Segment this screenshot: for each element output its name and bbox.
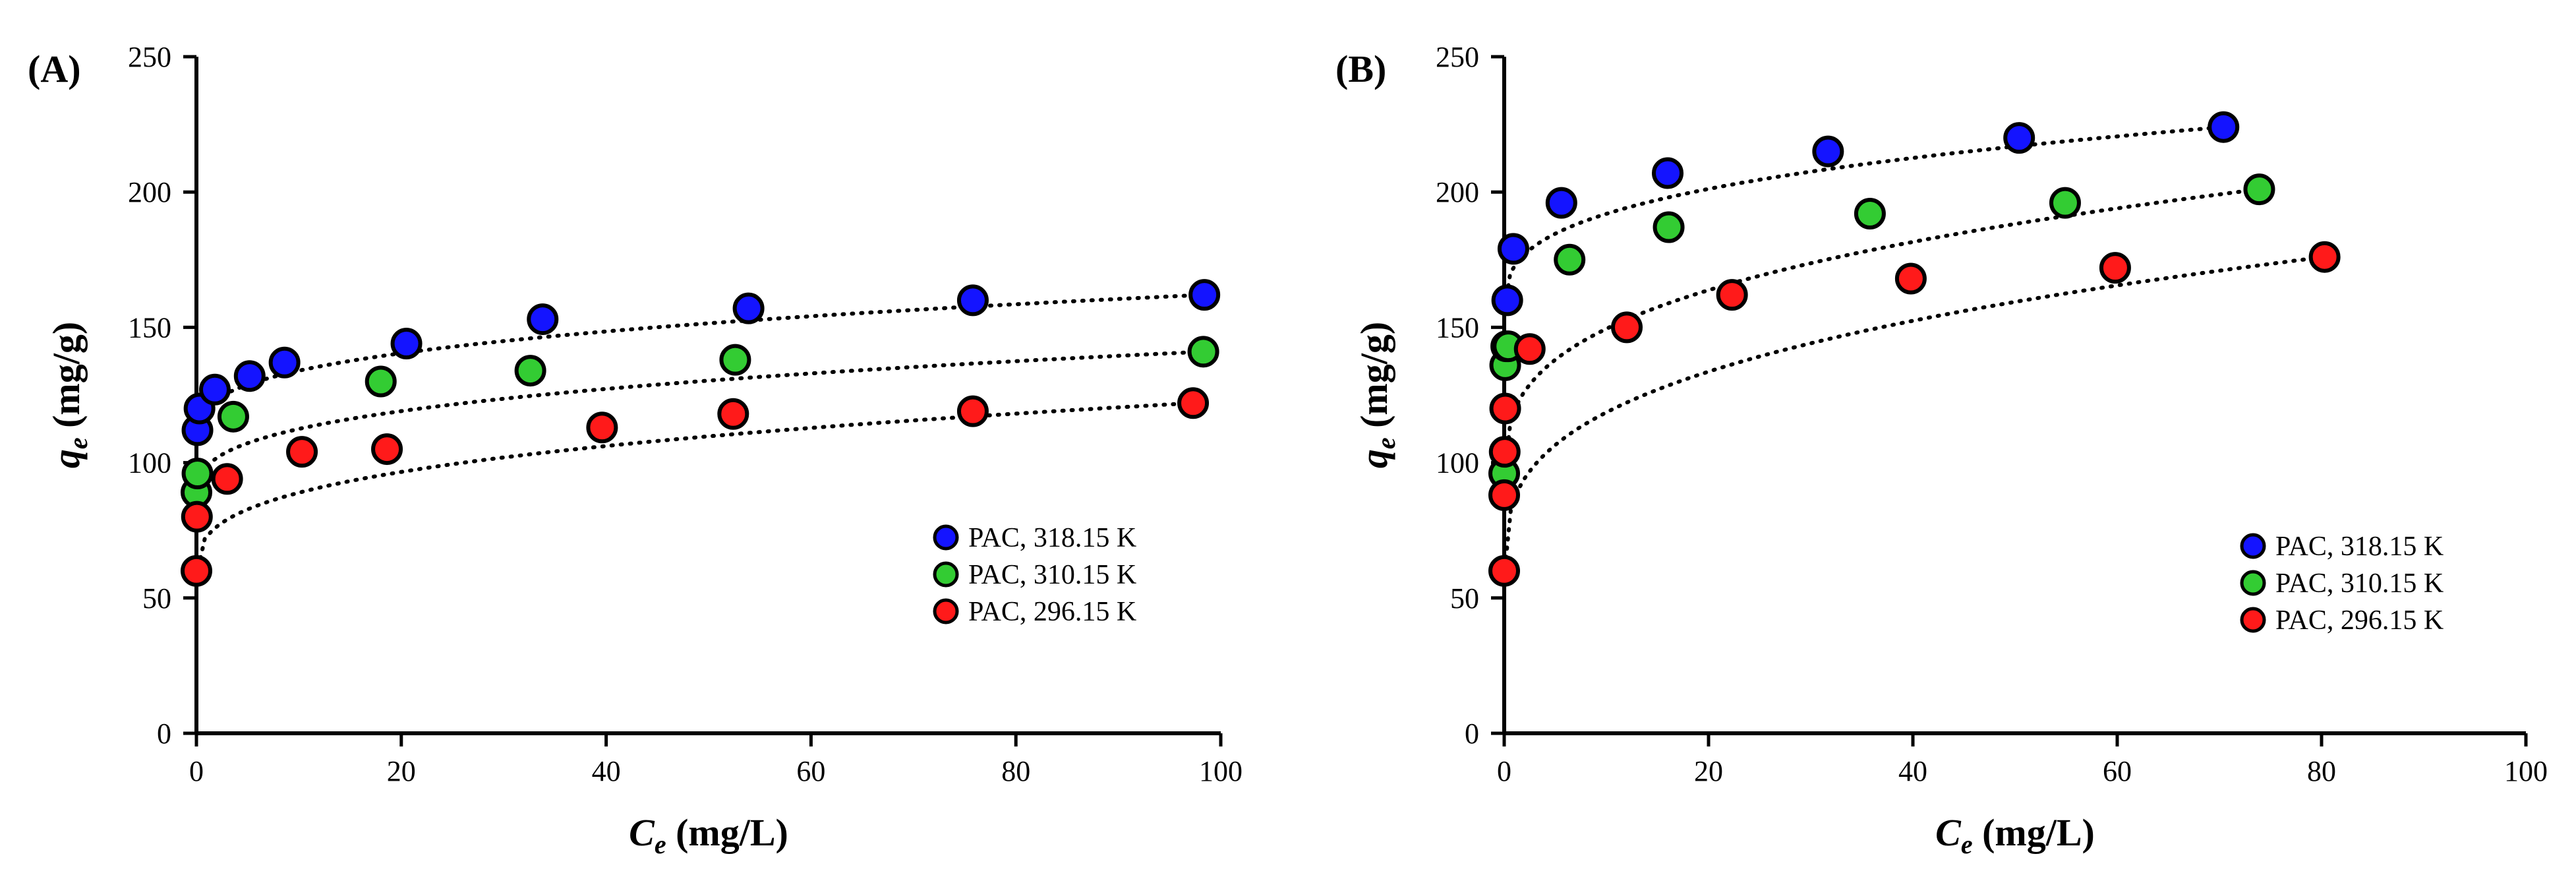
y-tick-label: 150 — [1436, 311, 1479, 344]
trend-line-series-2 — [194, 401, 1195, 578]
x-tick-label: 80 — [1001, 755, 1030, 787]
data-point-series-2 — [2099, 252, 2131, 284]
chart-panel-a: (A) 0 50 100 150 200 250 0 20 40 60 80 100 Ce (mg/L) q… — [28, 41, 1243, 859]
x-axis-title: Ce (mg/L) — [1935, 811, 2095, 859]
legend-marker-series-2 — [2240, 607, 2266, 633]
data-point-series-2 — [1488, 555, 1520, 587]
data-point-series-2 — [1513, 333, 1546, 365]
legend-marker-series-0 — [933, 524, 959, 551]
data-point-series-0 — [198, 373, 231, 406]
trend-line-series-2 — [1502, 255, 2327, 578]
data-point-series-0 — [1545, 187, 1577, 219]
data-point-series-2 — [1488, 436, 1521, 468]
y-axis-title: qe (mg/g) — [45, 322, 93, 468]
legend-label-series-1: PAC, 310.15 K — [968, 560, 1136, 590]
data-point-series-2 — [956, 395, 989, 427]
data-point-series-2 — [181, 555, 212, 587]
x-axis-title: Ce (mg/L) — [629, 811, 788, 859]
panel-label: (A) — [28, 47, 81, 90]
data-point-series-0 — [1497, 233, 1529, 265]
x-tick-label: 40 — [592, 755, 621, 787]
chart-panel-b: (B) 0 50 100 150 200 250 0 20 40 60 80 100 Ce (mg/L) q… — [1335, 41, 2548, 859]
trend-line-series-1 — [194, 349, 1206, 503]
y-tick-label: 200 — [128, 176, 171, 208]
trend-line-series-0 — [194, 293, 1207, 443]
trend-line-series-1 — [1502, 187, 2262, 487]
data-point-series-1 — [217, 400, 249, 433]
data-point-series-0 — [268, 346, 301, 379]
legend-marker-series-1 — [933, 561, 959, 588]
legend-marker-series-0 — [2240, 533, 2266, 559]
x-tick-label: 20 — [1694, 755, 1723, 787]
x-tick-label: 20 — [387, 755, 416, 787]
data-point-series-2 — [211, 463, 243, 495]
data-point-series-1 — [1854, 198, 1886, 230]
y-axis-title: qe (mg/g) — [1353, 322, 1401, 468]
x-tick-label: 60 — [796, 755, 825, 787]
y-tick-label: 50 — [142, 582, 171, 615]
y-tick-label: 50 — [1450, 582, 1479, 615]
x-tick-label: 100 — [2504, 755, 2548, 787]
y-tick-label: 0 — [157, 717, 171, 750]
legend-label-series-2: PAC, 296.15 K — [2275, 605, 2444, 636]
data-point-series-0 — [1812, 135, 1844, 167]
data-point-series-2 — [1489, 392, 1521, 425]
data-point-series-2 — [2308, 241, 2341, 273]
panel-label: (B) — [1335, 47, 1386, 90]
data-point-series-1 — [181, 458, 214, 490]
x-tick-label: 80 — [2307, 755, 2336, 787]
data-point-series-2 — [371, 433, 403, 466]
data-point-series-0 — [1652, 157, 1683, 189]
x-tick-label: 40 — [1898, 755, 1927, 787]
data-point-series-2 — [1611, 311, 1643, 344]
y-tick-label: 100 — [128, 447, 171, 479]
y-tick-label: 200 — [1436, 176, 1479, 208]
data-point-series-2 — [1488, 479, 1520, 511]
data-point-series-2 — [1894, 262, 1927, 295]
x-tick-label: 100 — [1199, 755, 1243, 787]
data-point-series-2 — [181, 501, 213, 533]
data-point-series-2 — [586, 411, 618, 444]
data-point-series-2 — [1716, 279, 1748, 311]
data-point-series-0 — [233, 360, 266, 392]
y-tick-label: 250 — [128, 41, 171, 73]
data-point-series-0 — [2003, 122, 2035, 154]
data-point-series-2 — [717, 398, 749, 430]
data-point-series-1 — [719, 344, 751, 376]
y-tick-label: 150 — [128, 311, 171, 344]
data-point-series-0 — [390, 328, 423, 360]
data-point-series-1 — [2049, 187, 2081, 219]
data-point-series-0 — [527, 303, 559, 336]
data-point-series-0 — [2208, 111, 2240, 143]
legend-label-series-0: PAC, 318.15 K — [2275, 532, 2444, 562]
data-point-series-2 — [1177, 387, 1210, 419]
data-point-series-1 — [1187, 336, 1219, 368]
x-tick-label: 0 — [189, 755, 204, 787]
legend-marker-series-1 — [2240, 570, 2266, 596]
data-point-series-1 — [2243, 173, 2275, 206]
data-point-series-1 — [514, 355, 546, 387]
data-point-series-0 — [1491, 284, 1523, 317]
y-tick-label: 100 — [1436, 447, 1479, 479]
y-tick-label: 250 — [1436, 41, 1479, 73]
legend-marker-series-2 — [933, 598, 959, 624]
data-point-series-1 — [1554, 243, 1586, 276]
y-tick-label: 0 — [1465, 717, 1479, 750]
trend-line-series-0 — [1502, 125, 2226, 316]
x-tick-label: 0 — [1497, 755, 1511, 787]
data-point-series-2 — [286, 436, 318, 468]
legend-label-series-0: PAC, 318.15 K — [968, 523, 1136, 553]
data-point-series-1 — [1653, 211, 1685, 243]
data-point-series-1 — [365, 365, 397, 398]
data-point-series-0 — [1188, 279, 1221, 311]
data-point-series-0 — [956, 284, 989, 317]
data-point-series-0 — [732, 292, 765, 324]
legend-label-series-2: PAC, 296.15 K — [968, 597, 1136, 627]
legend-label-series-1: PAC, 310.15 K — [2275, 568, 2444, 599]
x-tick-label: 60 — [2103, 755, 2132, 787]
